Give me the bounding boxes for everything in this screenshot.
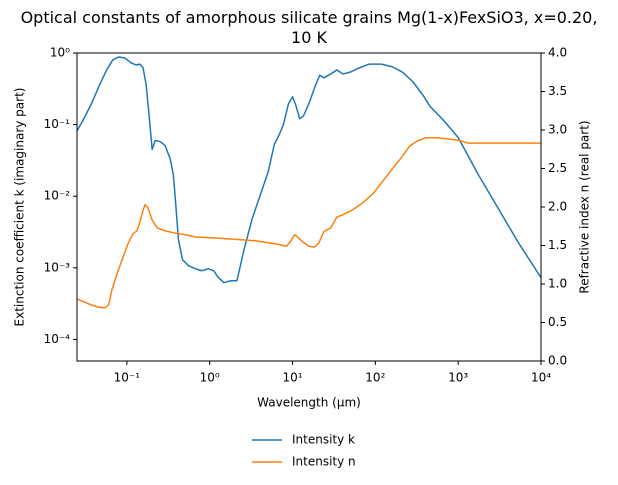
x-tick-label: 10¹ bbox=[282, 371, 302, 385]
legend-label: Intensity k bbox=[292, 433, 355, 447]
x-tick-label: 10² bbox=[365, 371, 385, 385]
y-tick-label: 10⁰ bbox=[50, 46, 70, 60]
data-line bbox=[76, 136, 541, 309]
data-line bbox=[76, 56, 542, 284]
x-tick-label: 10³ bbox=[448, 371, 468, 385]
y-tick-label: 10⁻¹ bbox=[44, 117, 71, 131]
y2-axis-label: Refractive index n (real part) bbox=[578, 120, 592, 293]
x-tick-label: 10⁻¹ bbox=[114, 371, 141, 385]
y2-tick-label: 0.0 bbox=[548, 354, 567, 368]
y2-tick-label: 0.5 bbox=[548, 315, 567, 329]
chart-title: Optical constants of amorphous silicate … bbox=[20, 8, 598, 47]
legend-label: Intensity n bbox=[292, 455, 356, 469]
y-tick-label: 10⁻⁴ bbox=[44, 332, 71, 346]
y-tick-label: 10⁻² bbox=[44, 189, 71, 203]
y2-tick-label: 1.5 bbox=[548, 238, 567, 252]
y2-tick-label: 3.0 bbox=[548, 123, 567, 137]
y2-tick-label: 1.0 bbox=[548, 277, 567, 291]
y-axis-label: Extinction coefficient k (imaginary part… bbox=[13, 88, 27, 327]
y2-tick-label: 4.0 bbox=[548, 46, 567, 60]
plot-frame bbox=[76, 52, 542, 362]
x-tick-label: 10⁴ bbox=[531, 371, 551, 385]
y2-tick-label: 2.0 bbox=[548, 200, 567, 214]
x-axis-label: Wavelength (μm) bbox=[257, 396, 361, 410]
x-tick-label: 10⁰ bbox=[200, 371, 220, 385]
y2-tick-label: 3.5 bbox=[548, 84, 567, 98]
y2-tick-label: 2.5 bbox=[548, 161, 567, 175]
y-tick-label: 10⁻³ bbox=[44, 260, 71, 274]
